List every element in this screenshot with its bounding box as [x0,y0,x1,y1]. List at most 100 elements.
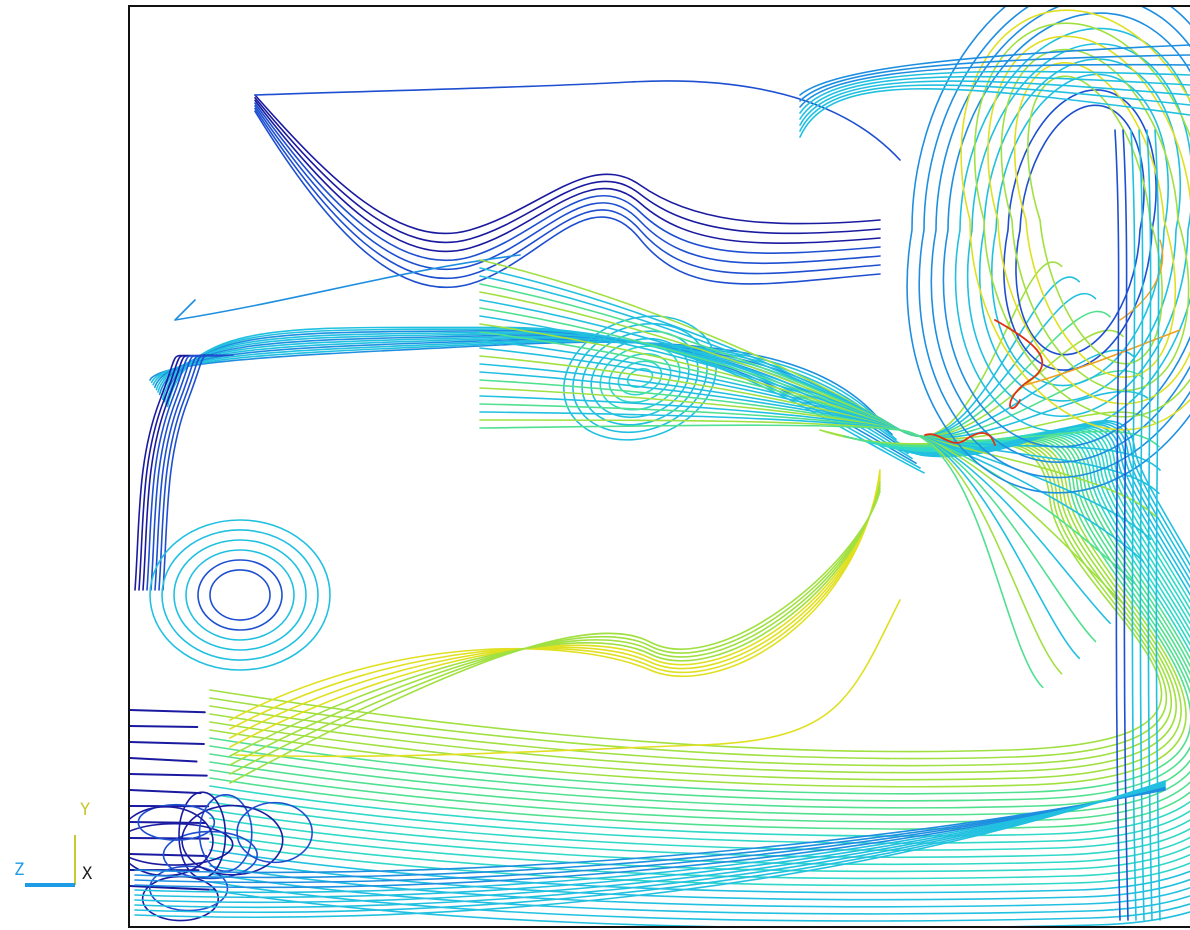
streamline-29 [130,709,206,714]
streamline-124 [1000,48,1190,392]
streamline-162 [134,783,1166,904]
streamline-164 [134,781,1166,914]
streamline-151 [149,865,229,912]
streamline-26 [154,354,226,591]
streamline-130 [924,432,996,446]
streamline-25 [150,354,222,591]
streamline-43 [185,549,295,641]
streamline-156 [134,789,1166,874]
x-axis-label: X [82,864,93,884]
streamline-69 [209,431,1190,851]
streamline-112 [1015,104,1145,356]
streamline-42 [197,559,283,631]
streamline-22 [138,354,210,591]
streamline-123 [1013,62,1177,378]
streamline-41 [209,569,271,621]
streamline-57 [209,431,1173,767]
streamline-7 [254,80,901,161]
streamline-1 [254,96,881,244]
streamline-161 [134,784,1166,899]
streamline-58 [209,432,1177,774]
streamline-157 [134,788,1166,879]
streamline-113 [1003,89,1157,371]
streamline-36 [130,821,206,824]
streamline-138 [799,84,1190,132]
streamline-127 [960,9,1190,431]
streamline-21 [134,354,206,591]
streamline-88 [229,490,881,784]
streamline-87 [229,487,881,775]
streamline-163 [134,782,1166,909]
streamline-139 [799,87,1190,138]
streamline-65 [209,434,1190,823]
streamline-66 [209,434,1190,830]
streamline-160 [134,785,1166,894]
streamline-61 [209,435,1190,795]
streamline-118 [942,12,1190,448]
streamline-129 [1024,329,1181,386]
streamline-120 [918,7,1190,479]
streamline-78 [209,422,1190,915]
streamline-75 [209,425,1190,894]
streamline-28 [162,354,234,591]
streamline-32 [130,757,198,763]
streamline-126 [973,22,1190,418]
streamline-56 [209,430,1168,760]
streamline-31 [130,741,205,746]
streamline-54 [563,315,717,441]
streamline-82 [229,472,881,730]
streamline-4 [254,105,881,271]
streamline-24 [146,354,218,591]
streamline-33 [130,773,208,777]
streamline-27 [158,354,230,591]
streamline-9 [149,341,881,421]
streamline-5 [254,107,881,280]
streamline-83 [229,475,881,739]
streamline-2 [254,99,881,253]
streamline-143 [1138,129,1145,921]
streamline-111 [479,424,1044,689]
streamline-38 [130,853,208,857]
streamline-64 [209,435,1190,816]
graphics-viewport[interactable] [128,5,1190,928]
streamline-128 [994,319,1044,410]
streamline-142 [1130,129,1137,921]
streamline-135 [799,70,1190,114]
streamline-158 [134,787,1166,884]
streamline-140 [1114,129,1121,921]
streamline-81 [229,469,881,721]
streamline-133 [799,54,1190,102]
streamline-165 [134,780,1166,919]
streamline-136 [799,75,1190,120]
streamline-89 [234,599,901,758]
streamline-55 [209,429,1163,753]
streamline-149 [198,794,253,873]
axis-triad-graphic [25,835,76,887]
streamline-8 [174,254,521,321]
streamline-146 [130,822,234,866]
streamline-155 [236,801,313,864]
streamline-134 [799,63,1190,108]
streamline-34 [130,789,202,795]
streamline-46 [149,519,331,671]
y-axis-label: Y [80,800,91,820]
streamline-50 [599,345,681,411]
streamline-125 [987,35,1190,405]
streamline-44 [173,539,307,651]
streamline-49 [608,352,672,404]
streamline-67 [209,433,1190,837]
z-axis-label: Z [14,860,25,880]
streamline-80 [209,420,1190,926]
streamline-6 [254,110,881,289]
axis-triad: Y Z X [8,800,108,900]
streamline-84 [229,478,881,748]
streamline-85 [229,481,881,757]
streamline-60 [209,434,1187,788]
streamline-145 [1154,129,1161,921]
streamline-119 [930,7,1190,463]
streamline-144 [1146,129,1153,921]
streamline-52 [581,330,699,426]
streamline-79 [209,421,1190,922]
